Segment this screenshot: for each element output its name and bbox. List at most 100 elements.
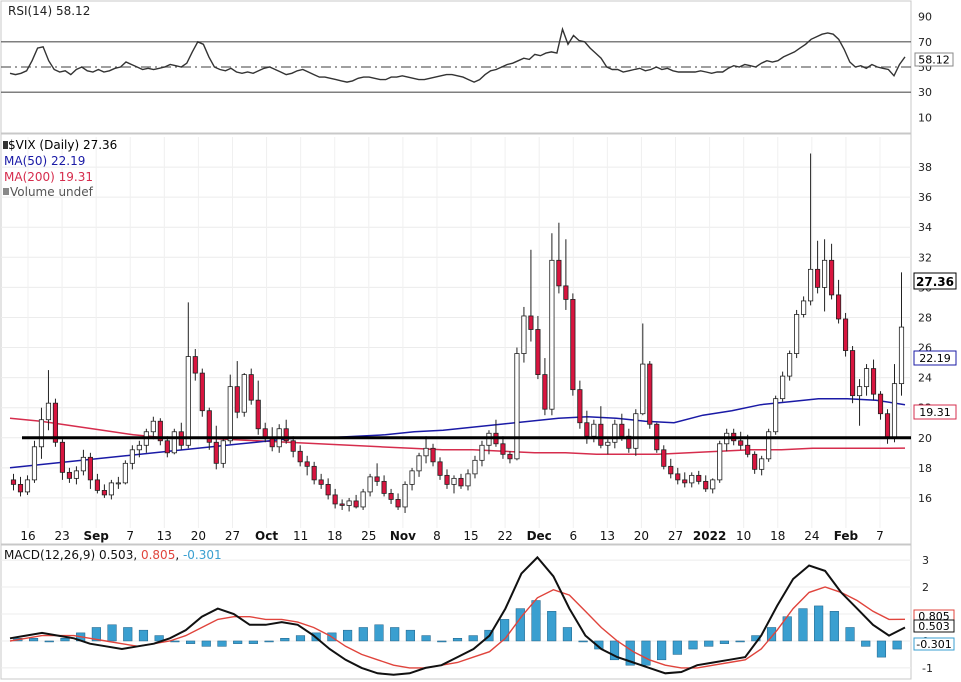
ma50-current-label: 22.19 (919, 352, 951, 365)
candle (241, 373, 247, 417)
candle-up (766, 431, 772, 460)
candle (458, 473, 464, 489)
candle-down (66, 471, 73, 479)
candle-up (24, 479, 31, 493)
candle-up (241, 374, 247, 413)
candle (689, 472, 695, 488)
macd-hist-bar (468, 635, 478, 642)
candle (822, 239, 828, 312)
candle-up (759, 458, 765, 470)
candle-up (346, 500, 352, 506)
candle (703, 475, 709, 492)
candle-up (129, 449, 135, 464)
candle-down (255, 399, 261, 430)
macd-hist-bar (390, 627, 400, 642)
ma200-current-box (913, 404, 957, 420)
candle-down (877, 393, 884, 415)
candle (598, 406, 604, 449)
candle (640, 323, 646, 416)
candle (38, 407, 45, 459)
candle (759, 455, 765, 476)
macd-ytick: 3 (922, 554, 929, 567)
price-xtick: 16 (20, 529, 35, 543)
candle-down (374, 476, 380, 482)
candle-down (738, 440, 744, 446)
price-xtick: 18 (327, 529, 342, 543)
macd-hist-bar (547, 611, 557, 642)
legend-ma50: MA(50) 22.19 (4, 154, 85, 168)
legend-volume-icon (3, 188, 9, 195)
rsi-ytick: 30 (918, 86, 932, 99)
candle-down (199, 372, 205, 412)
macd-hist-bar (421, 635, 431, 642)
macd-ytick: -1 (922, 662, 933, 675)
macd-legend: MACD(12,26,9) 0.503, 0.805, -0.301 (4, 548, 222, 562)
candle-up (451, 477, 457, 485)
price-xtick: 27 (668, 529, 683, 543)
candle (17, 476, 24, 497)
macd-hist-bar (405, 629, 415, 642)
candle-down (542, 374, 548, 410)
candle-down (661, 449, 667, 467)
candle-up (549, 259, 555, 410)
candle (45, 370, 52, 431)
candle (395, 493, 401, 510)
macd-hist-bar (500, 619, 510, 642)
candle (815, 240, 821, 294)
price-xtick: 25 (361, 529, 376, 543)
candle-down (584, 422, 590, 437)
candle-down (339, 503, 345, 506)
macd-hist-bar (735, 640, 745, 643)
legend-ma200: MA(200) 19.31 (4, 170, 93, 184)
candle-up (185, 356, 191, 446)
price-xtick: 15 (463, 529, 478, 543)
candle-down (52, 402, 59, 443)
candle (556, 222, 562, 294)
candle-up (416, 455, 422, 472)
candle-up (115, 482, 121, 485)
candle-up (108, 482, 114, 496)
candle-up (31, 446, 38, 481)
candle (416, 452, 422, 477)
macd-hist-bar (876, 640, 887, 658)
macd-current: 0.503 (918, 620, 950, 633)
candle (332, 488, 338, 509)
candle-down (444, 474, 450, 485)
macd-hist-bar (60, 638, 70, 642)
macd-ytick: 2 (922, 581, 929, 594)
price-panel: $VIX (Daily) 27.36 MA(50) 22.19 MA(200) … (0, 133, 957, 545)
candle (311, 461, 317, 485)
candle (283, 419, 289, 444)
price-xtick: 23 (54, 529, 69, 543)
candle (290, 436, 296, 458)
candle-up (787, 353, 793, 377)
candle (227, 374, 233, 444)
candle (59, 439, 66, 480)
macd-hist-bar (829, 611, 839, 642)
candle-down (675, 473, 681, 481)
candle (626, 428, 632, 453)
candle-up (891, 383, 898, 439)
candle-down (619, 423, 625, 437)
price-xtick: Sep (83, 529, 109, 543)
candle-down (206, 410, 212, 443)
candle (752, 451, 758, 474)
candle-down (563, 285, 569, 300)
rsi-current-label: 58.12 (918, 54, 950, 67)
candle (220, 439, 226, 468)
candle (346, 497, 352, 512)
candle-down (297, 450, 303, 463)
candle (108, 479, 114, 500)
candle-up (710, 479, 716, 490)
candle (304, 455, 310, 476)
candle-down (94, 479, 100, 491)
ma50-current-box (913, 350, 957, 366)
candle (66, 467, 73, 483)
candle (129, 445, 135, 470)
candle-down (815, 268, 821, 288)
macd-hist-bar (107, 624, 117, 642)
macd-signal-value: 0.805 (141, 548, 175, 562)
candle-down (311, 465, 317, 481)
candle (577, 380, 583, 429)
